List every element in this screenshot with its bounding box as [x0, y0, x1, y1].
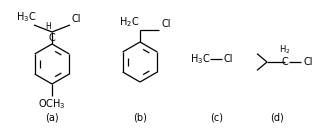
Text: OCH$_3$: OCH$_3$ [38, 97, 66, 111]
Text: Cl: Cl [224, 54, 234, 64]
Text: Cl: Cl [161, 19, 170, 29]
Text: (a): (a) [45, 113, 59, 123]
Text: H$_2$: H$_2$ [279, 43, 291, 56]
Text: (d): (d) [270, 113, 284, 123]
Text: C: C [48, 33, 56, 43]
Text: (b): (b) [133, 113, 147, 123]
Text: (c): (c) [211, 113, 224, 123]
Text: Cl: Cl [303, 57, 313, 67]
Text: H$_3$C: H$_3$C [16, 10, 36, 24]
Text: H$_2$C: H$_2$C [119, 15, 139, 29]
Text: H: H [45, 22, 51, 31]
Text: C: C [282, 57, 288, 67]
Text: H$_3$C: H$_3$C [190, 52, 210, 66]
Text: Cl: Cl [71, 14, 80, 24]
